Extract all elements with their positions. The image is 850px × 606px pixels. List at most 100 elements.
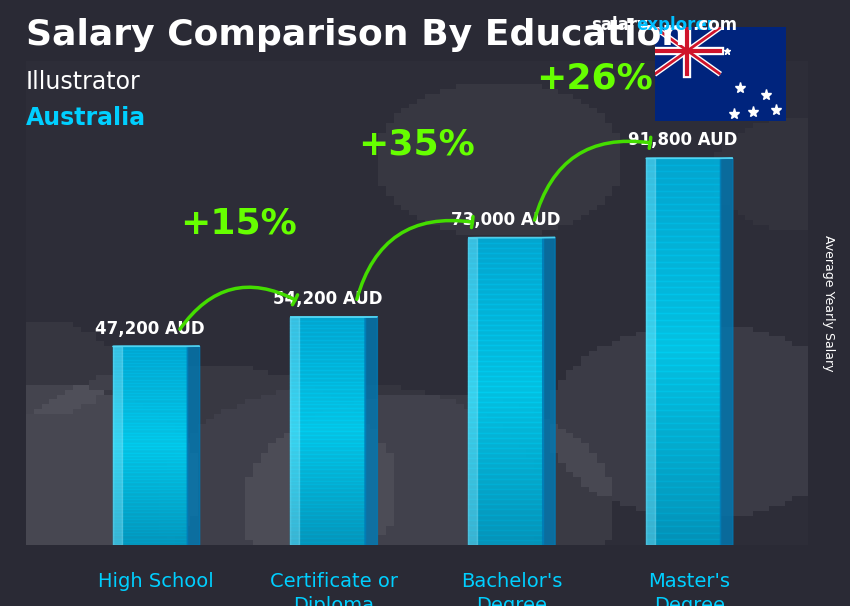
Bar bbox=[468, 468, 542, 474]
Bar bbox=[112, 390, 187, 393]
Bar bbox=[468, 484, 542, 489]
Bar bbox=[112, 446, 187, 449]
Bar bbox=[468, 402, 542, 407]
Bar bbox=[468, 315, 542, 320]
Bar bbox=[646, 326, 721, 333]
Bar bbox=[468, 438, 542, 443]
Bar bbox=[291, 473, 365, 477]
Bar bbox=[468, 361, 542, 366]
Bar bbox=[468, 427, 542, 433]
Bar bbox=[112, 539, 187, 542]
Bar bbox=[646, 171, 721, 178]
Bar bbox=[468, 397, 542, 402]
Bar bbox=[291, 492, 365, 496]
Bar bbox=[291, 317, 299, 545]
Bar bbox=[468, 448, 542, 453]
Bar bbox=[468, 320, 542, 325]
Polygon shape bbox=[721, 158, 733, 545]
Bar bbox=[291, 416, 365, 420]
Bar bbox=[291, 481, 365, 484]
Bar bbox=[112, 429, 187, 433]
Bar bbox=[646, 533, 721, 539]
Bar bbox=[112, 353, 187, 356]
Bar bbox=[291, 527, 365, 530]
Bar bbox=[646, 410, 721, 416]
Bar bbox=[468, 520, 542, 525]
Bar bbox=[646, 500, 721, 507]
Bar bbox=[112, 532, 187, 536]
Bar bbox=[646, 462, 721, 468]
Bar bbox=[720, 75, 786, 121]
Bar bbox=[468, 541, 542, 545]
Bar bbox=[112, 436, 187, 439]
Bar bbox=[468, 279, 542, 284]
Bar bbox=[112, 512, 187, 516]
Bar bbox=[291, 362, 365, 367]
Bar bbox=[112, 479, 187, 482]
Bar bbox=[468, 294, 542, 299]
Bar bbox=[291, 359, 365, 362]
Bar bbox=[468, 258, 542, 263]
Bar bbox=[291, 496, 365, 500]
Bar bbox=[112, 373, 187, 376]
Bar bbox=[291, 435, 365, 439]
Bar bbox=[468, 284, 542, 289]
Bar bbox=[468, 510, 542, 514]
Bar bbox=[112, 473, 187, 476]
Bar bbox=[646, 365, 721, 371]
Text: Bachelor's
Degree: Bachelor's Degree bbox=[461, 572, 562, 606]
Bar bbox=[112, 502, 187, 505]
Bar bbox=[291, 530, 365, 534]
Bar bbox=[646, 429, 721, 436]
Bar bbox=[646, 397, 721, 404]
Bar bbox=[646, 223, 721, 229]
Bar bbox=[112, 529, 187, 532]
Bar bbox=[112, 489, 187, 492]
Bar bbox=[646, 307, 721, 313]
Bar bbox=[112, 505, 187, 509]
Bar bbox=[646, 204, 721, 210]
Bar bbox=[468, 263, 542, 268]
Bar bbox=[291, 397, 365, 401]
Bar bbox=[646, 287, 721, 294]
Bar bbox=[468, 387, 542, 391]
Bar bbox=[468, 253, 542, 258]
Text: 47,200 AUD: 47,200 AUD bbox=[95, 319, 205, 338]
Bar bbox=[112, 519, 187, 522]
Bar bbox=[291, 347, 365, 351]
Bar bbox=[112, 366, 187, 370]
Bar bbox=[112, 522, 187, 525]
Text: +35%: +35% bbox=[358, 128, 475, 162]
Polygon shape bbox=[365, 317, 377, 545]
Bar bbox=[646, 358, 721, 365]
Bar bbox=[291, 393, 365, 397]
Bar bbox=[112, 449, 187, 453]
Text: +26%: +26% bbox=[536, 61, 653, 95]
Bar bbox=[646, 184, 721, 191]
Bar bbox=[291, 351, 365, 355]
Bar bbox=[291, 317, 365, 321]
Bar bbox=[646, 210, 721, 216]
Text: Salary Comparison By Education: Salary Comparison By Education bbox=[26, 18, 687, 52]
Bar bbox=[291, 500, 365, 504]
Bar bbox=[291, 336, 365, 340]
Bar bbox=[291, 507, 365, 511]
Text: Master's
Degree: Master's Degree bbox=[649, 572, 730, 606]
Text: Certificate or
Diploma: Certificate or Diploma bbox=[269, 572, 398, 606]
Bar bbox=[646, 448, 721, 455]
Bar bbox=[468, 268, 542, 273]
Bar bbox=[291, 462, 365, 465]
Bar bbox=[468, 371, 542, 376]
Bar bbox=[112, 347, 187, 350]
Bar bbox=[112, 360, 187, 363]
Bar bbox=[291, 344, 365, 347]
Bar bbox=[291, 511, 365, 515]
Bar bbox=[646, 294, 721, 301]
Bar bbox=[291, 404, 365, 408]
Bar bbox=[468, 330, 542, 335]
Bar bbox=[646, 191, 721, 197]
Bar bbox=[468, 443, 542, 448]
Bar bbox=[291, 332, 365, 336]
Bar bbox=[112, 396, 187, 399]
Bar bbox=[468, 417, 542, 422]
